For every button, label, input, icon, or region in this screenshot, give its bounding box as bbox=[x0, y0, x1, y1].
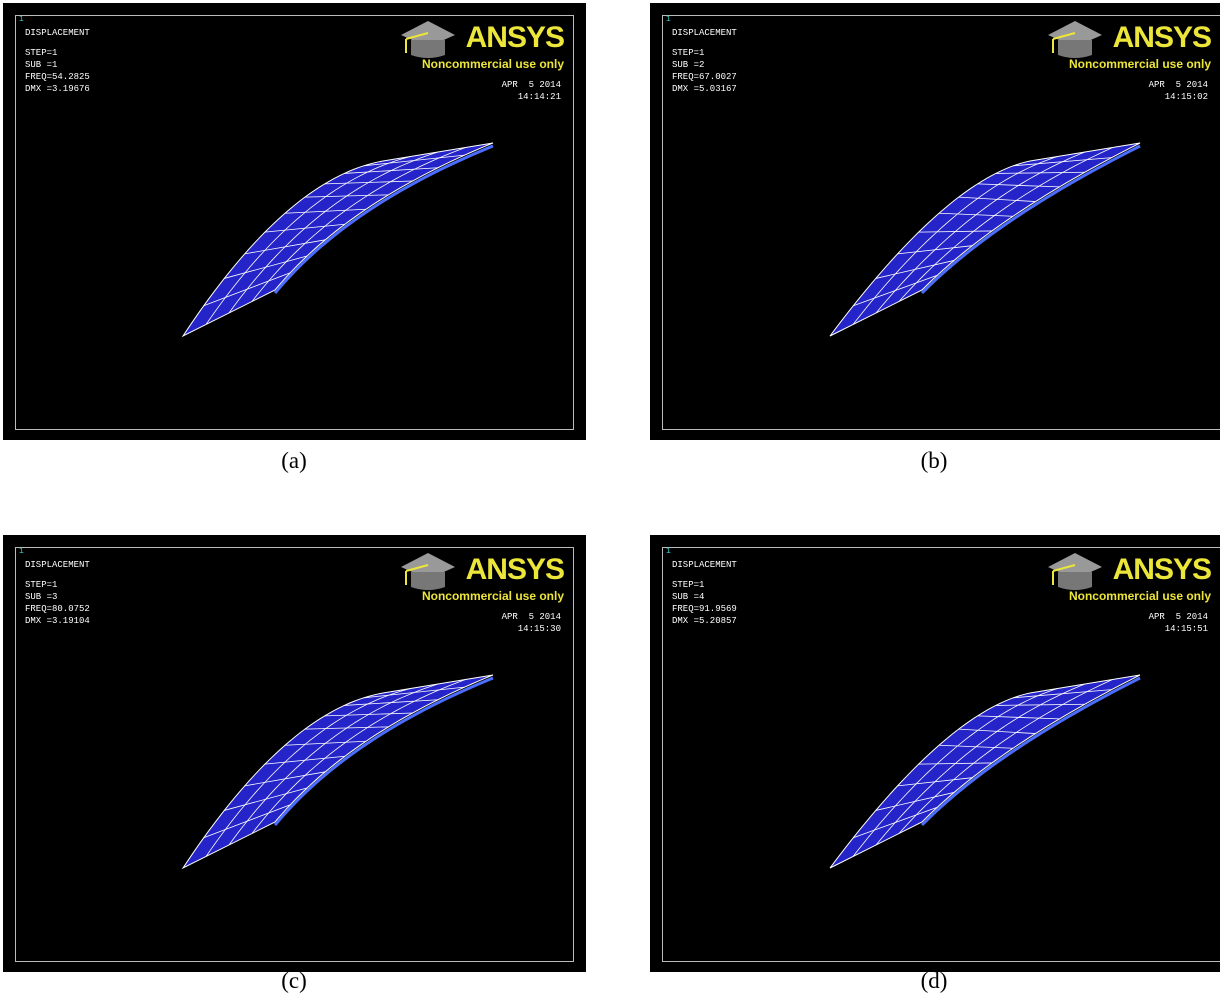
logo: ANSYS bbox=[1113, 553, 1211, 587]
dmx: DMX =5.20857 bbox=[672, 617, 737, 626]
logo-subtitle: Noncommercial use only bbox=[422, 589, 564, 603]
logo-cap-base bbox=[1058, 572, 1092, 590]
caption: (b) bbox=[921, 448, 948, 474]
freq: FREQ=67.0027 bbox=[672, 73, 737, 82]
time: 14:15:02 bbox=[1165, 93, 1208, 102]
caption: (a) bbox=[281, 448, 307, 474]
result-title: DISPLACEMENT bbox=[25, 29, 90, 38]
logo-cap-base bbox=[1058, 40, 1092, 58]
result-title: DISPLACEMENT bbox=[25, 561, 90, 570]
logo-cap-base bbox=[411, 40, 445, 58]
logo: ANSYS bbox=[466, 553, 564, 587]
logo-subtitle: Noncommercial use only bbox=[1069, 57, 1211, 71]
step: STEP=1 bbox=[672, 49, 704, 58]
freq: FREQ=91.9569 bbox=[672, 605, 737, 614]
window-number: 1 bbox=[666, 548, 671, 556]
result-title: DISPLACEMENT bbox=[672, 561, 737, 570]
time: 14:15:30 bbox=[518, 625, 561, 634]
mesh-surface bbox=[183, 675, 493, 868]
window-number: 1 bbox=[666, 16, 671, 24]
dmx: DMX =3.19104 bbox=[25, 617, 90, 626]
step: STEP=1 bbox=[25, 49, 57, 58]
sub: SUB =3 bbox=[25, 593, 57, 602]
step: STEP=1 bbox=[25, 581, 57, 590]
date: APR 5 2014 bbox=[502, 613, 561, 622]
page: (() => { const data = JSON.parse(documen… bbox=[0, 0, 1220, 1002]
logo: ANSYS bbox=[1113, 21, 1211, 55]
freq: FREQ=54.2825 bbox=[25, 73, 90, 82]
time: 14:15:51 bbox=[1165, 625, 1208, 634]
mesh-surface bbox=[183, 143, 493, 336]
date: APR 5 2014 bbox=[1149, 613, 1208, 622]
window-number: 1 bbox=[19, 548, 24, 556]
date: APR 5 2014 bbox=[502, 81, 561, 90]
dmx: DMX =3.19676 bbox=[25, 85, 90, 94]
sub: SUB =1 bbox=[25, 61, 57, 70]
caption: (c) bbox=[281, 968, 307, 994]
dmx: DMX =5.03167 bbox=[672, 85, 737, 94]
logo-cap-base bbox=[411, 572, 445, 590]
date: APR 5 2014 bbox=[1149, 81, 1208, 90]
logo: ANSYS bbox=[466, 21, 564, 55]
step: STEP=1 bbox=[672, 581, 704, 590]
window-number: 1 bbox=[19, 16, 24, 24]
logo-subtitle: Noncommercial use only bbox=[422, 57, 564, 71]
freq: FREQ=80.0752 bbox=[25, 605, 90, 614]
sub: SUB =4 bbox=[672, 593, 704, 602]
caption: (d) bbox=[921, 968, 948, 994]
sub: SUB =2 bbox=[672, 61, 704, 70]
result-title: DISPLACEMENT bbox=[672, 29, 737, 38]
logo-subtitle: Noncommercial use only bbox=[1069, 589, 1211, 603]
time: 14:14:21 bbox=[518, 93, 561, 102]
